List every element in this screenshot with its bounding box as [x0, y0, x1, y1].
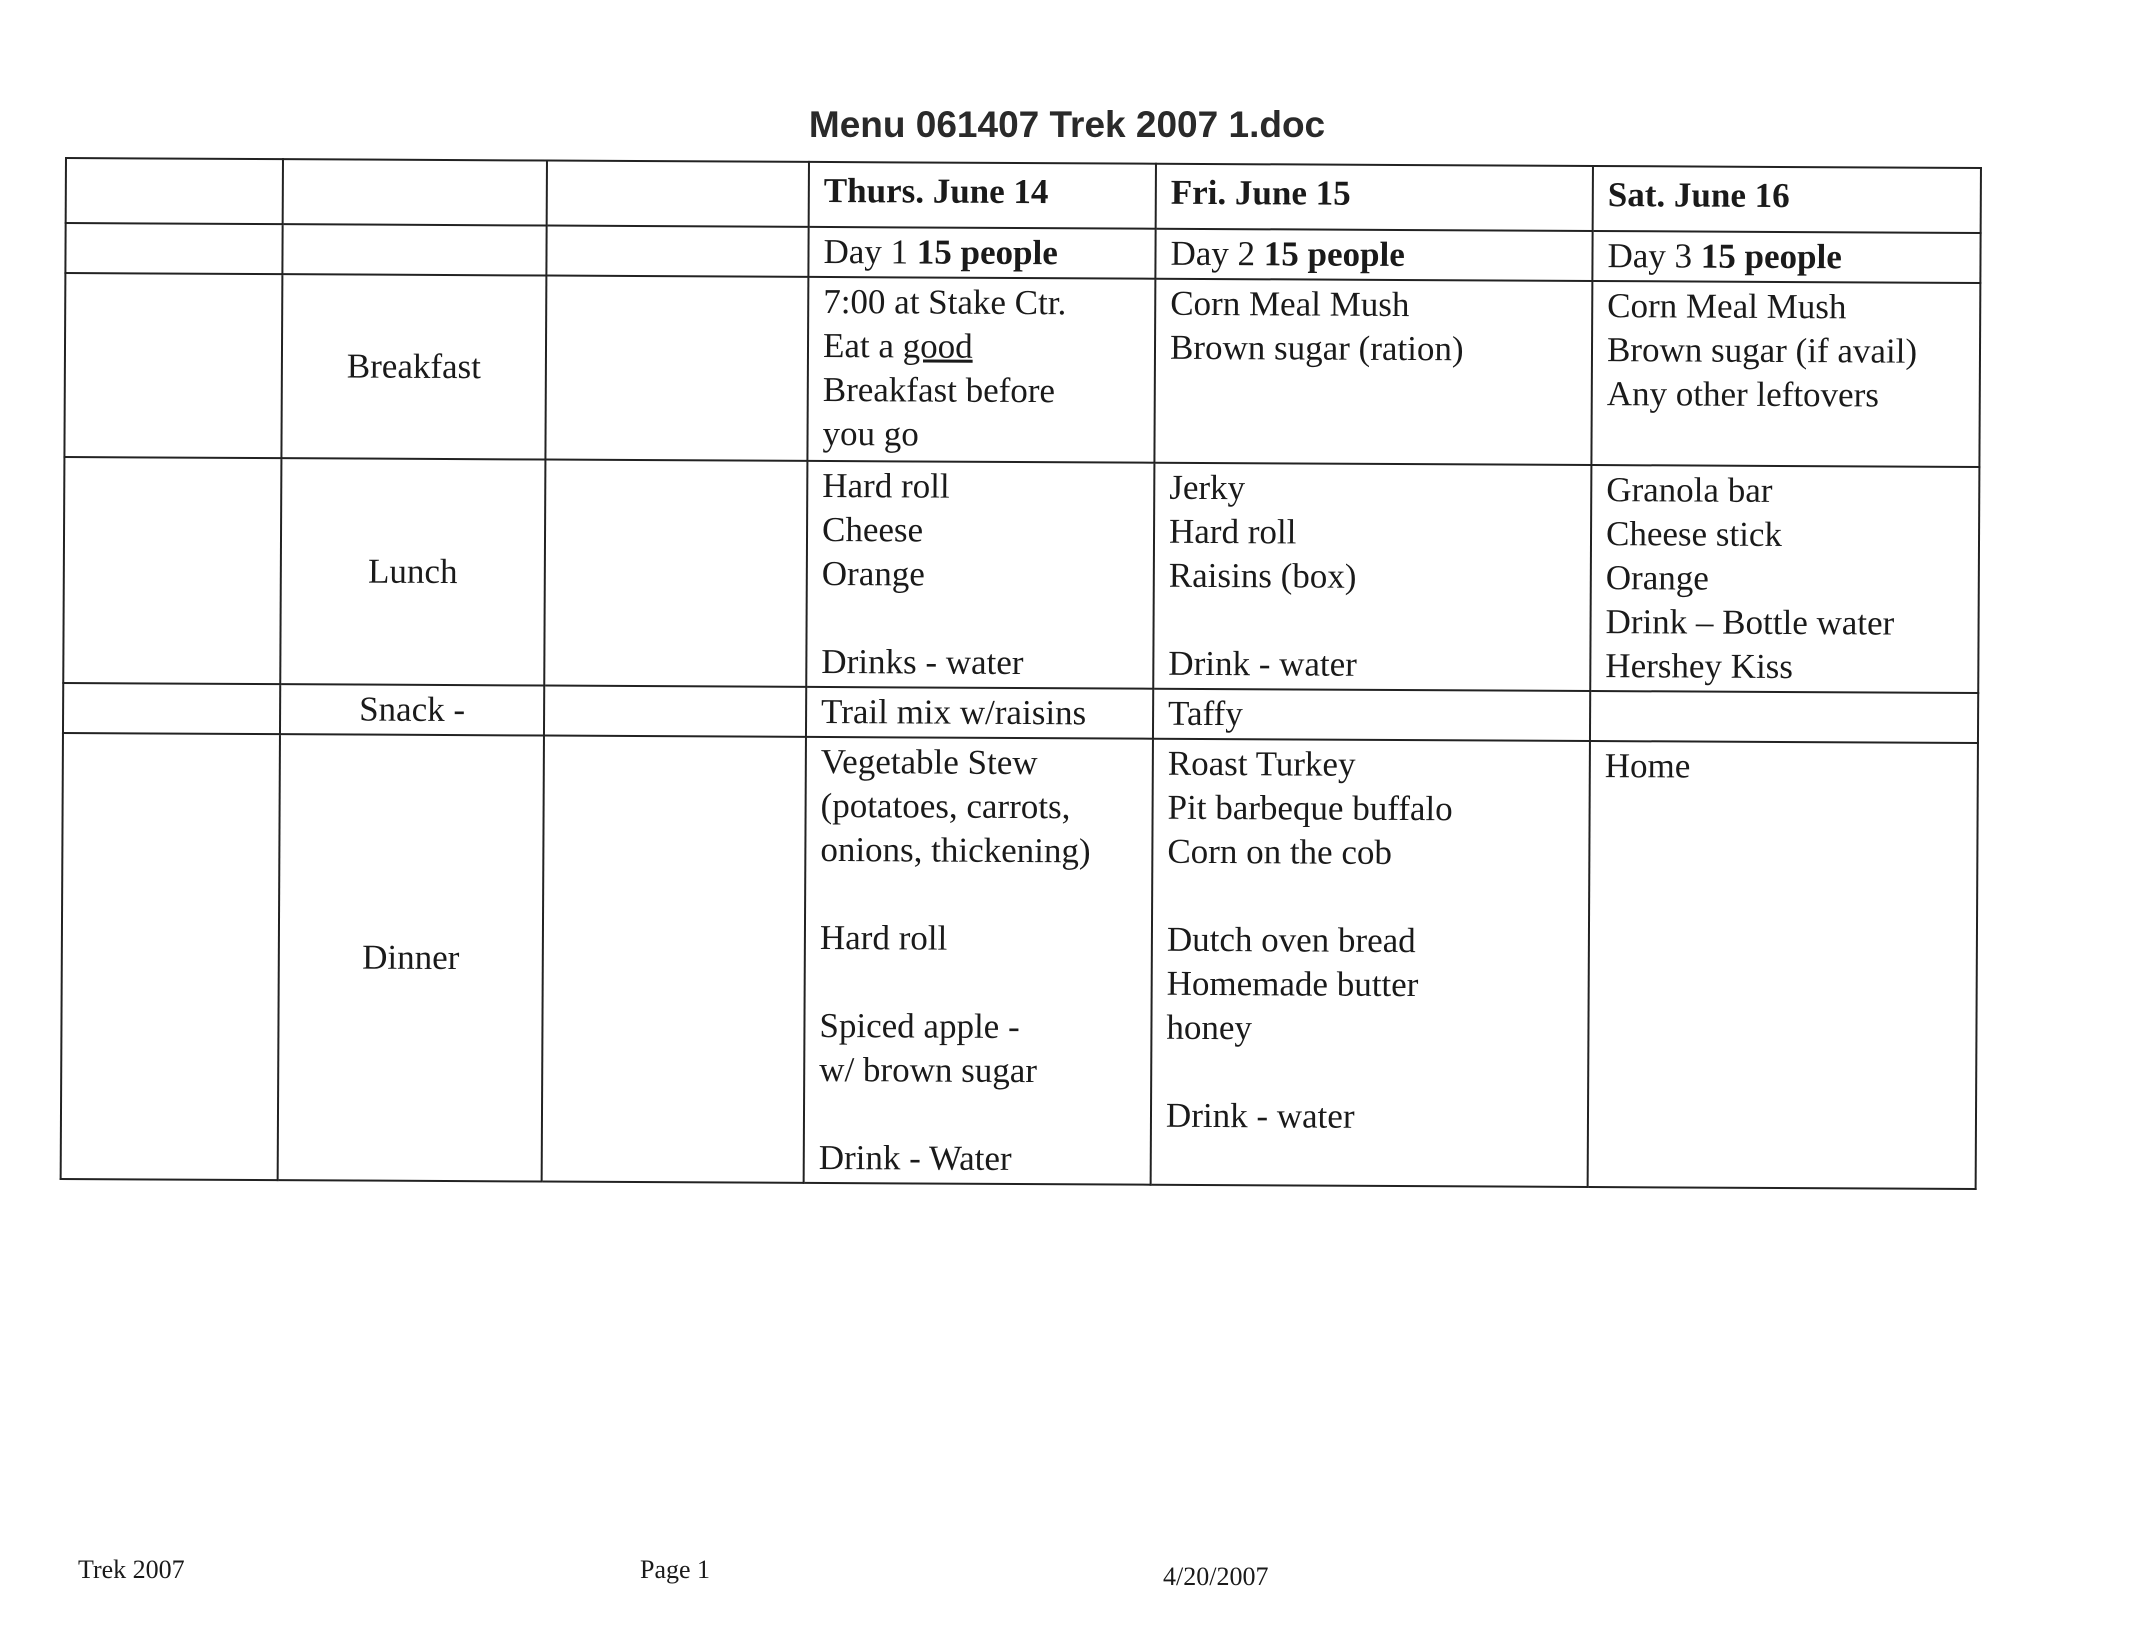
- empty-cell: [62, 682, 281, 735]
- date-header: Thurs. June 14: [808, 161, 1156, 229]
- meal-label: Lunch: [280, 458, 546, 686]
- menu-cell: [1589, 690, 1979, 744]
- breakfast-row: Breakfast 7:00 at Stake Ctr. Eat a good …: [64, 273, 1981, 468]
- menu-cell: Trail mix w/raisins: [805, 686, 1154, 739]
- empty-cell: [545, 275, 809, 461]
- day-cell: Day 2 15 people: [1155, 228, 1593, 281]
- empty-cell: [63, 457, 282, 685]
- menu-cell: Home: [1587, 740, 1978, 1190]
- empty-cell: [282, 159, 547, 226]
- menu-cell: Corn Meal Mush Brown sugar (if avail) An…: [1591, 280, 1981, 468]
- meal-label: Breakfast: [281, 274, 547, 460]
- empty-cell: [546, 160, 809, 227]
- menu-cell: Vegetable Stew (potatoes, carrots, onion…: [803, 736, 1153, 1185]
- menu-cell: 7:00 at Stake Ctr. Eat a good Breakfast …: [807, 276, 1156, 463]
- menu-cell: Corn Meal Mush Brown sugar (ration): [1154, 278, 1593, 465]
- footer-page: Page 1: [640, 1555, 711, 1584]
- day-cell: Day 3 15 people: [1592, 230, 1981, 284]
- menu-cell: Taffy: [1152, 688, 1591, 741]
- document-title: Menu 061407 Trek 2007 1.doc: [808, 104, 1326, 145]
- dinner-row: Dinner Vegetable Stew (potatoes, carrots…: [60, 732, 1978, 1190]
- date-row: Thurs. June 14 Fri. June 15 Sat. June 16: [65, 158, 1981, 234]
- empty-cell: [541, 735, 806, 1183]
- menu-cell: Granola bar Cheese stick Orange Drink – …: [1590, 464, 1980, 694]
- meal-label: Snack -: [279, 684, 545, 736]
- menu-cell: Roast Turkey Pit barbeque buffalo Corn o…: [1150, 738, 1590, 1187]
- empty-cell: [282, 224, 547, 276]
- menu-cell: Jerky Hard roll Raisins (box) Drink - wa…: [1153, 462, 1592, 691]
- empty-cell: [65, 158, 283, 225]
- lunch-row: Lunch Hard roll Cheese Orange Drinks - w…: [63, 457, 1980, 694]
- day-cell: Day 1 15 people: [808, 226, 1156, 279]
- footer-date: 4/20/2007: [1163, 1562, 1269, 1591]
- menu-table: Thurs. June 14 Fri. June 15 Sat. June 16…: [60, 157, 1982, 1190]
- empty-cell: [64, 273, 283, 459]
- empty-cell: [546, 225, 809, 277]
- empty-cell: [543, 685, 807, 737]
- date-header: Fri. June 15: [1155, 163, 1593, 231]
- empty-cell: [544, 459, 808, 687]
- empty-cell: [60, 732, 280, 1181]
- empty-cell: [65, 223, 283, 275]
- meal-label: Dinner: [277, 734, 544, 1182]
- menu-cell: Hard roll Cheese Orange Drinks - water: [806, 460, 1155, 689]
- footer-left: Trek 2007: [78, 1555, 185, 1584]
- date-header: Sat. June 16: [1592, 166, 1981, 234]
